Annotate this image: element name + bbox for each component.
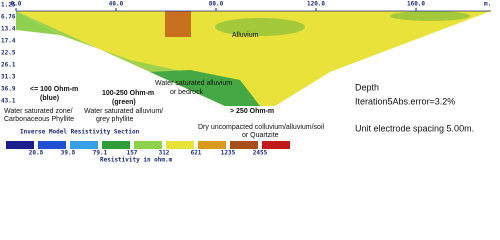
- y-tick-label: 22.5: [1, 50, 16, 57]
- x-tick-label: 80.0: [209, 1, 224, 8]
- section-green-left: [16, 11, 60, 35]
- section-high: [16, 11, 491, 106]
- x-unit: m.: [484, 1, 491, 8]
- x-tick-label: 160.0: [407, 1, 425, 8]
- colorbar-swatch: [198, 141, 226, 149]
- colorbar-swatch: [70, 141, 98, 149]
- colorbar-swatch: [230, 141, 258, 149]
- section-green-deep: [150, 70, 260, 106]
- section-alluvium: [215, 18, 305, 36]
- colorbar-swatch: [262, 141, 290, 149]
- annotation: Water saturated alluvium: [155, 80, 232, 87]
- annotation: Water saturated zone/: [4, 108, 73, 115]
- annotation: Dry uncompacted colluvium/alluvium/soil: [198, 124, 324, 131]
- annotation: 100-250 Ohm-m: [102, 90, 154, 97]
- colorbar-tick-label: 157: [127, 150, 138, 157]
- annotation: > 250 Ohm-m: [230, 108, 274, 115]
- annotation: Unit electrode spacing 5.00m.: [355, 123, 474, 133]
- colorbar-tick-label: 312: [159, 150, 170, 157]
- chart: Alluvium Water saturated alluvium or bed…: [1, 1, 491, 164]
- colorbar-tick-label: 621: [191, 150, 202, 157]
- annotation: Depth: [355, 82, 379, 92]
- colorbar-tick-label: 1235: [221, 150, 236, 157]
- annotation: Water saturated alluvium/: [84, 108, 163, 115]
- x-tick-label: 40.0: [109, 1, 124, 8]
- annotation: (blue): [40, 95, 59, 102]
- section-brown: [165, 11, 191, 37]
- annotation: Carbonaceous Phyllite: [4, 116, 74, 123]
- colorbar-swatch: [166, 141, 194, 149]
- colorbar-label: Resistivity in ohm.m: [100, 157, 173, 164]
- section-alluvium-right: [390, 11, 470, 21]
- annotation: (green): [112, 99, 136, 106]
- y-tick-label: 6.76: [1, 14, 16, 21]
- y-tick-label: 1.25: [1, 2, 16, 9]
- annotation: grey phyllite: [96, 116, 133, 123]
- colorbar-swatch: [134, 141, 162, 149]
- colorbar-tick-label: 2455: [253, 150, 268, 157]
- colorbar-tick-label: 39.8: [61, 150, 76, 157]
- y-tick-label: 13.4: [1, 26, 16, 33]
- colorbar-swatch: [38, 141, 66, 149]
- annotation: <= 100 Ohm-m: [30, 86, 78, 93]
- x-tick-label: 0.0: [11, 1, 22, 8]
- annotation: Alluvium: [232, 32, 259, 39]
- colorbar-swatch: [102, 141, 130, 149]
- y-tick-label: 17.4: [1, 38, 16, 45]
- x-tick-label: 120.0: [307, 1, 325, 8]
- annotation: Iteration5Abs.error=3.2%: [355, 96, 455, 106]
- y-tick-label: 31.3: [1, 74, 16, 81]
- y-tick-label: 36.9: [1, 86, 16, 93]
- colorbar-swatch: [6, 141, 34, 149]
- y-tick-label: 26.1: [1, 62, 16, 69]
- chart-title: Inverse Model Resistivity Section: [20, 129, 140, 136]
- colorbar-tick-label: 79.1: [93, 150, 108, 157]
- colorbar-tick-label: 20.8: [29, 150, 44, 157]
- y-tick-label: 43.1: [1, 98, 16, 105]
- annotation: or bedrock: [170, 89, 204, 96]
- annotation: or Quartzite: [242, 132, 279, 139]
